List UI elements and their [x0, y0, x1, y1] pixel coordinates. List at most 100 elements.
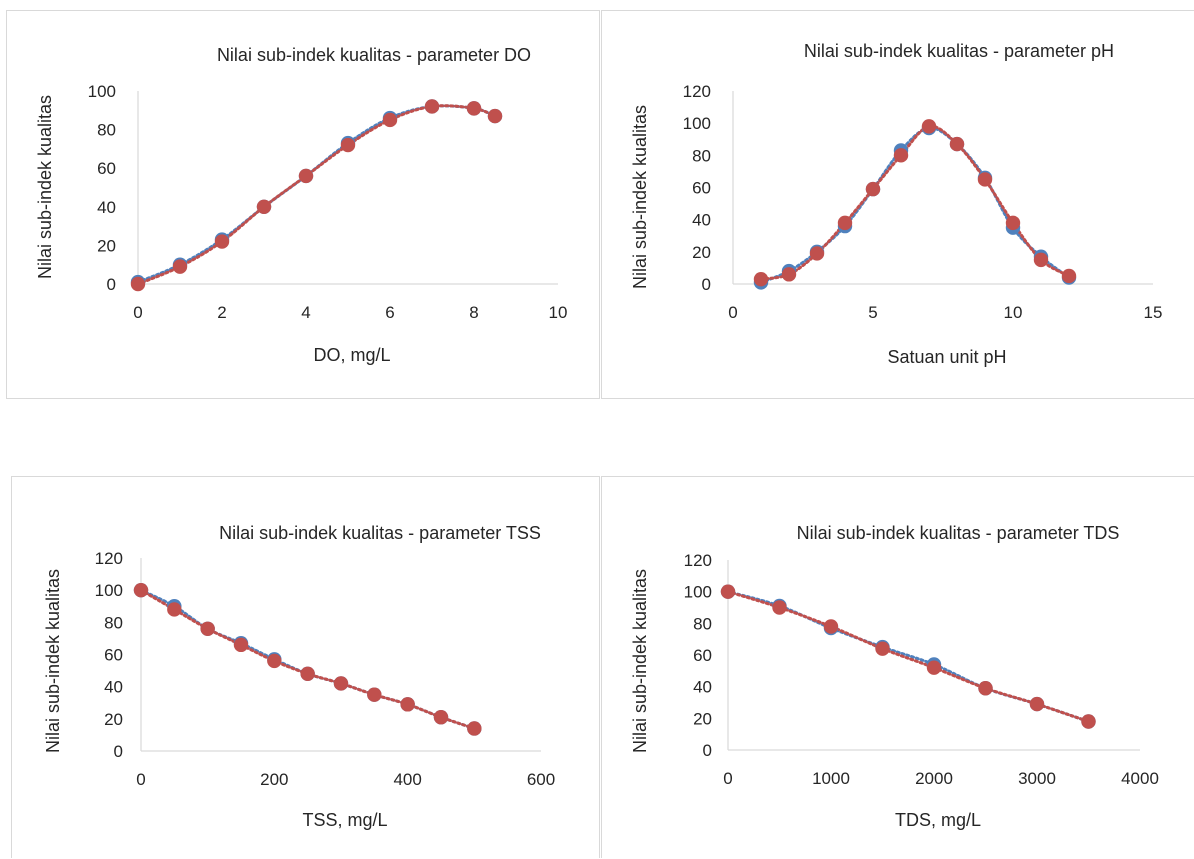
x-tick-label: 200: [260, 770, 288, 789]
series-2-point: [300, 666, 315, 681]
x-tick-label: 2: [217, 303, 226, 322]
y-tick-label: 80: [693, 614, 712, 633]
y-tick-label: 40: [104, 678, 123, 697]
x-tick-label: 10: [1004, 303, 1023, 322]
series-2-point: [823, 619, 839, 634]
chart-panel-tss: Nilai sub-indek kualitas - parameter TSS…: [11, 476, 600, 858]
series-2-trendline: [136, 104, 497, 286]
y-axis-label: Nilai sub-indek kualitas: [35, 95, 55, 279]
x-tick-label: 0: [133, 303, 142, 322]
series-2-point: [720, 584, 736, 599]
x-tick-label: 3000: [1018, 769, 1056, 788]
series-2-point: [921, 119, 937, 134]
y-tick-label: 60: [97, 159, 116, 178]
series-2-point: [1029, 696, 1045, 712]
series-2-point: [753, 271, 769, 287]
series-2-point: [466, 101, 482, 116]
series-2-point: [467, 721, 482, 736]
chart-do: Nilai sub-indek kualitas - parameter DO 0…: [35, 45, 568, 365]
chart-tds: Nilai sub-indek kualitas - parameter TDS…: [630, 523, 1159, 830]
y-tick-label: 0: [702, 275, 711, 294]
series-2-point: [1061, 268, 1077, 284]
series-2-point: [382, 112, 398, 128]
y-tick-label: 100: [683, 114, 711, 133]
series-2-point: [233, 637, 249, 653]
x-tick-label: 400: [393, 770, 421, 789]
series-2-point: [865, 181, 881, 197]
y-axis-label: Nilai sub-indek kualitas: [630, 569, 650, 753]
y-tick-label: 20: [692, 243, 711, 262]
y-tick-label: 20: [104, 710, 123, 729]
series-2-point: [837, 215, 853, 231]
series-2-point: [424, 99, 440, 114]
series-2-point: [893, 148, 909, 163]
x-tick-label: 5: [868, 303, 877, 322]
series-2-point: [172, 259, 188, 274]
y-axis-label: Nilai sub-indek kualitas: [630, 105, 650, 289]
x-tick-label: 6: [385, 303, 394, 322]
y-tick-label: 0: [114, 742, 123, 761]
series-2-trendline: [759, 124, 1071, 281]
series-2-point: [809, 246, 825, 261]
x-axis-label: DO, mg/L: [313, 345, 390, 365]
series-2-point: [400, 697, 415, 712]
series-2-point: [340, 137, 356, 153]
series-1-trendline: [136, 104, 497, 284]
y-tick-label: 40: [692, 211, 711, 230]
y-tick-label: 100: [684, 583, 712, 602]
y-tick-label: 80: [97, 121, 116, 140]
x-tick-label: 0: [136, 770, 145, 789]
y-tick-label: 120: [95, 549, 123, 568]
series-2-point: [333, 676, 349, 691]
y-tick-label: 60: [104, 646, 123, 665]
series-2-point: [433, 710, 449, 725]
y-tick-label: 80: [692, 146, 711, 165]
chart-panel-tds: Nilai sub-indek kualitas - parameter TDS…: [601, 476, 1194, 858]
chart-tss: Nilai sub-indek kualitas - parameter TSS…: [43, 523, 555, 830]
series-2-point: [1081, 714, 1096, 729]
chart-title: Nilai sub-indek kualitas - parameter pH: [804, 41, 1114, 61]
x-tick-label: 10: [549, 303, 568, 322]
y-tick-label: 40: [97, 198, 116, 217]
y-tick-label: 0: [703, 741, 712, 760]
y-tick-label: 20: [97, 236, 116, 255]
series-2-point: [487, 108, 503, 124]
series-2-point: [875, 641, 890, 656]
series-2-point: [1005, 215, 1021, 231]
series-2-point: [298, 168, 314, 184]
chart-panel-ph: Nilai sub-indek kualitas - parameter pH 0…: [601, 10, 1194, 399]
y-tick-label: 100: [88, 82, 116, 101]
series-2-point: [256, 199, 272, 214]
y-tick-label: 40: [693, 678, 712, 697]
y-tick-label: 20: [693, 709, 712, 728]
series-2-point: [1033, 252, 1049, 268]
x-tick-label: 1000: [812, 769, 850, 788]
y-tick-label: 120: [684, 551, 712, 570]
series-2-point: [367, 687, 382, 702]
series-2-point: [167, 602, 182, 617]
chart-title: Nilai sub-indek kualitas - parameter TDS: [797, 523, 1120, 543]
series-2-point: [978, 681, 993, 696]
series-2-point: [133, 582, 149, 598]
chart-panel-do: Nilai sub-indek kualitas - parameter DO 0…: [6, 10, 600, 399]
series-1-trendline: [139, 588, 476, 730]
y-tick-label: 60: [693, 646, 712, 665]
x-tick-label: 600: [527, 770, 555, 789]
x-tick-label: 4: [301, 303, 310, 322]
chart-ph: Nilai sub-indek kualitas - parameter pH 0…: [630, 41, 1162, 367]
y-axis-label: Nilai sub-indek kualitas: [43, 569, 63, 753]
series-2-point: [200, 621, 215, 636]
series-2-point: [977, 172, 993, 187]
y-tick-label: 0: [107, 275, 116, 294]
y-tick-label: 120: [683, 82, 711, 101]
y-tick-label: 80: [104, 613, 123, 632]
x-tick-label: 8: [469, 303, 478, 322]
x-tick-label: 0: [728, 303, 737, 322]
chart-title: Nilai sub-indek kualitas - parameter TSS: [219, 523, 541, 543]
x-tick-label: 4000: [1121, 769, 1159, 788]
series-2-point: [781, 267, 797, 282]
x-axis-label: TDS, mg/L: [895, 810, 981, 830]
series-2-point: [130, 276, 146, 292]
y-tick-label: 100: [95, 581, 123, 600]
series-2-point: [267, 653, 282, 669]
